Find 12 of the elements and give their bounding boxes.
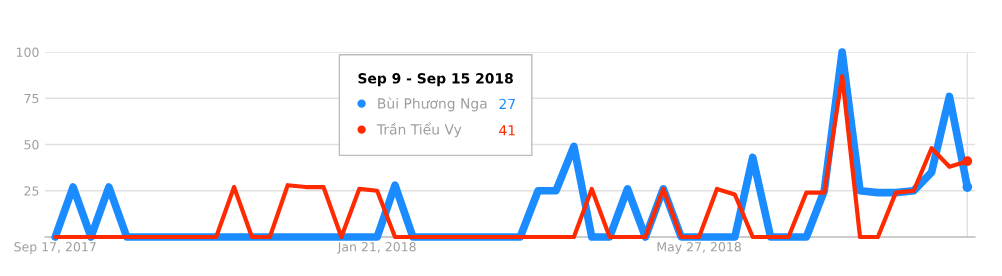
legend-title: Sep 9 - Sep 15 2018 <box>358 73 513 87</box>
annotation: 27 <box>499 98 515 110</box>
legend-label: Trần Tiểu Vy <box>376 122 462 138</box>
x-tick-label: May 27, 2018 <box>657 242 741 254</box>
annotation: 41 <box>499 125 515 136</box>
x-tick-label: Sep 17, 2017 <box>14 242 96 254</box>
y-tick-label: 75 <box>24 93 39 104</box>
x-tick-label: Jan 21, 2018 <box>337 242 416 254</box>
y-tick-label: 100 <box>16 47 39 57</box>
legend-label: Bùi Phương Nga <box>378 97 487 112</box>
y-tick-label: 50 <box>24 139 39 150</box>
y-tick-label: 25 <box>24 186 39 196</box>
